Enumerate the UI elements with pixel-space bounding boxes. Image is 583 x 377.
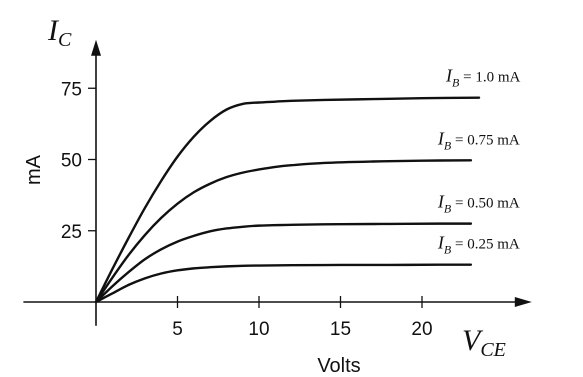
series-curves <box>94 96 481 304</box>
y-axis-arrowhead <box>91 39 101 56</box>
y-axis-title: IC <box>47 14 72 51</box>
series-curve <box>94 159 473 304</box>
x-axis <box>23 297 532 307</box>
x-tick-label: 10 <box>248 319 269 340</box>
y-axis-unit-label: mA <box>23 154 45 185</box>
x-axis-unit-label: Volts <box>317 355 360 377</box>
series-curve <box>94 263 473 304</box>
x-tick-label: 20 <box>411 319 432 340</box>
series-label: IB = 0.25 mA <box>437 233 520 257</box>
series-label: IB = 0.50 mA <box>437 192 520 216</box>
x-axis-title-subscript: CE <box>480 339 506 361</box>
series-curve <box>94 96 481 304</box>
y-axis-title-subscript: C <box>58 29 72 51</box>
x-axis-arrowhead <box>514 297 532 307</box>
y-tick-label: 50 <box>61 151 82 172</box>
x-tick-label: 5 <box>172 319 183 340</box>
series-curve <box>94 222 473 304</box>
series-label: IB = 0.75 mA <box>437 128 520 152</box>
series-labels: IB = 1.0 mA IB = 0.75 mA IB = 0.50 mA IB = … <box>437 66 521 257</box>
y-tick-label: 25 <box>61 222 82 243</box>
x-axis-title: VCE <box>462 324 506 361</box>
y-axis <box>91 39 101 326</box>
x-tick-label: 15 <box>330 319 351 340</box>
y-tick-label: 75 <box>61 79 82 100</box>
series-label: IB = 1.0 mA <box>445 66 520 90</box>
axis-ticks: 5 10 15 20 25 50 75 <box>61 79 433 340</box>
y-axis-title-main: I <box>47 14 60 47</box>
x-axis-title-main: V <box>462 324 484 357</box>
